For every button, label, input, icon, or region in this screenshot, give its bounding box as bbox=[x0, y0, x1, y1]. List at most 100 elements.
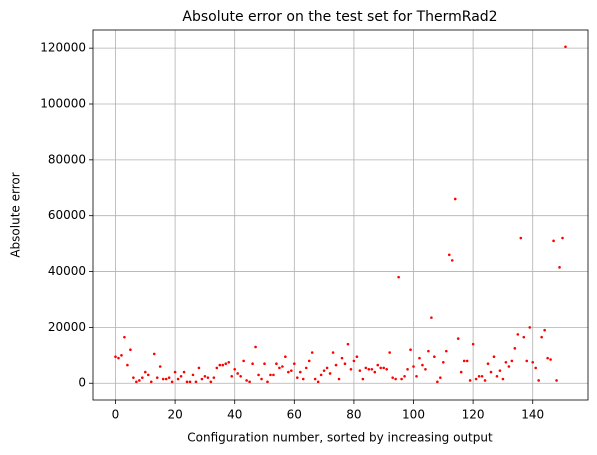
x-tick-label: 20 bbox=[167, 408, 182, 422]
point bbox=[298, 370, 302, 374]
point bbox=[361, 377, 365, 381]
point bbox=[331, 351, 335, 354]
point bbox=[400, 377, 403, 381]
point bbox=[349, 367, 353, 371]
x-axis-label: Configuration number, sorted by increasi… bbox=[187, 431, 493, 445]
point bbox=[209, 380, 213, 384]
point bbox=[164, 377, 168, 381]
point bbox=[391, 376, 394, 379]
point bbox=[322, 369, 326, 372]
point bbox=[203, 374, 207, 378]
point bbox=[221, 363, 225, 367]
point bbox=[531, 361, 535, 364]
point bbox=[239, 374, 242, 378]
point bbox=[352, 359, 356, 363]
point bbox=[126, 363, 129, 367]
point bbox=[182, 370, 186, 374]
point bbox=[194, 380, 198, 384]
point bbox=[498, 369, 502, 372]
point bbox=[510, 359, 514, 363]
plot-frame bbox=[92, 29, 589, 401]
point bbox=[418, 356, 421, 360]
y-tick-label: 60000 bbox=[48, 208, 86, 222]
point bbox=[260, 377, 263, 381]
point bbox=[522, 335, 526, 339]
point bbox=[558, 266, 561, 269]
point bbox=[495, 374, 499, 378]
point bbox=[480, 374, 484, 378]
point bbox=[319, 373, 323, 377]
point bbox=[543, 328, 546, 332]
point bbox=[161, 377, 165, 381]
x-tick-label: 0 bbox=[112, 408, 120, 422]
point bbox=[200, 377, 204, 381]
point bbox=[483, 379, 487, 382]
point bbox=[355, 355, 359, 359]
y-tick-label: 100000 bbox=[40, 97, 86, 111]
point bbox=[507, 365, 511, 368]
point bbox=[328, 372, 332, 375]
point bbox=[245, 379, 248, 382]
point bbox=[227, 361, 231, 364]
point bbox=[224, 362, 228, 365]
x-tick-label: 100 bbox=[402, 408, 425, 422]
point bbox=[313, 377, 317, 381]
point bbox=[179, 374, 183, 378]
y-tick-label: 0 bbox=[78, 376, 86, 390]
point bbox=[281, 365, 284, 368]
point bbox=[176, 377, 180, 381]
point bbox=[197, 366, 201, 370]
point bbox=[301, 377, 305, 381]
point bbox=[191, 373, 195, 377]
point bbox=[489, 370, 493, 374]
point bbox=[310, 351, 314, 354]
point bbox=[149, 380, 153, 384]
chart-title: Absolute error on the test set for Therm… bbox=[182, 9, 497, 25]
point bbox=[516, 333, 520, 336]
x-tick-label: 40 bbox=[227, 408, 242, 422]
point bbox=[284, 355, 287, 359]
y-tick-label: 80000 bbox=[48, 152, 86, 166]
point bbox=[370, 367, 374, 371]
point bbox=[453, 197, 457, 201]
point bbox=[170, 380, 174, 384]
point bbox=[242, 359, 245, 363]
point bbox=[474, 377, 478, 381]
point bbox=[233, 367, 237, 371]
point bbox=[307, 359, 311, 363]
point bbox=[275, 362, 278, 365]
point bbox=[555, 379, 558, 382]
y-tick-label: 120000 bbox=[40, 41, 86, 55]
point bbox=[546, 356, 549, 360]
point bbox=[513, 347, 517, 350]
point bbox=[236, 372, 239, 375]
point bbox=[346, 342, 350, 346]
point bbox=[132, 376, 135, 379]
x-tick-label: 80 bbox=[346, 408, 361, 422]
point bbox=[334, 363, 338, 367]
point bbox=[415, 374, 418, 378]
point bbox=[379, 366, 383, 370]
point bbox=[519, 236, 523, 240]
point bbox=[364, 366, 368, 370]
point bbox=[534, 366, 537, 370]
point bbox=[537, 379, 540, 382]
point bbox=[248, 380, 251, 384]
point bbox=[167, 376, 171, 379]
point bbox=[477, 374, 481, 378]
point bbox=[263, 362, 266, 365]
point bbox=[293, 362, 296, 365]
point bbox=[424, 367, 427, 371]
point bbox=[459, 370, 463, 374]
point bbox=[528, 326, 532, 329]
point bbox=[138, 379, 141, 382]
point bbox=[152, 352, 156, 356]
point bbox=[456, 337, 460, 340]
point bbox=[141, 376, 144, 379]
point bbox=[525, 359, 529, 363]
point bbox=[215, 366, 219, 370]
point bbox=[433, 355, 436, 359]
point bbox=[129, 348, 132, 352]
point bbox=[358, 369, 362, 372]
